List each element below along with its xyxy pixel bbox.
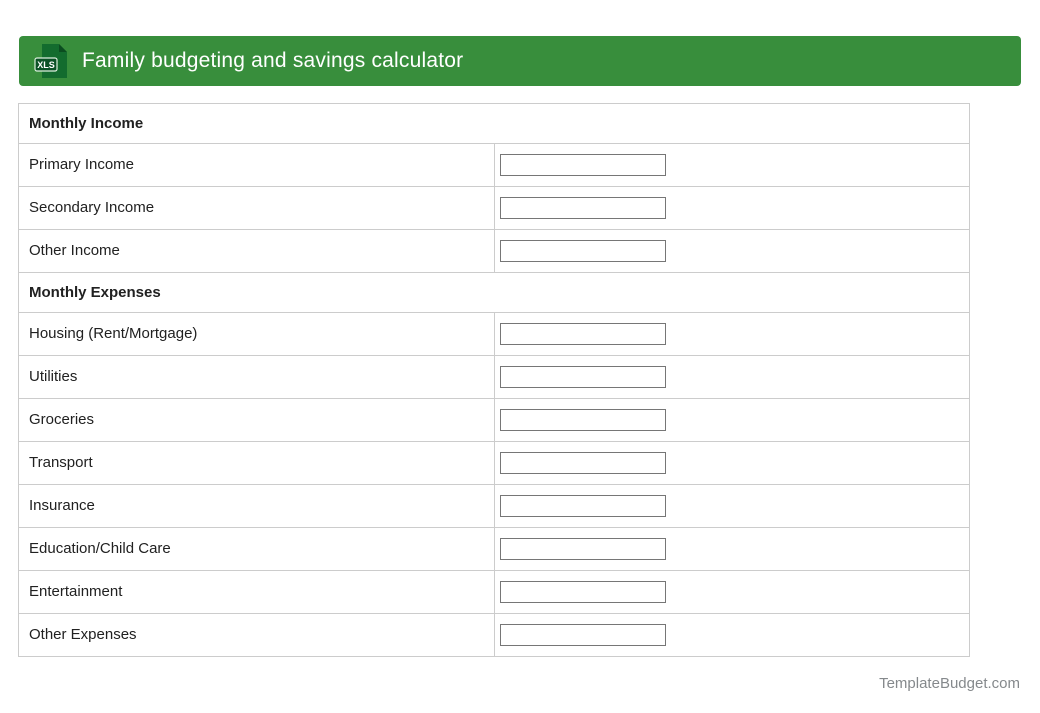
title-bar: XLS Family budgeting and savings calcula… (19, 36, 1021, 86)
table-row: Utilities (18, 355, 970, 399)
row-label-primary-income: Primary Income (18, 143, 495, 187)
section-header: Monthly Expenses (18, 272, 970, 313)
table-row: Transport (18, 441, 970, 485)
row-label-other-income: Other Income (18, 229, 495, 273)
section-header: Monthly Income (18, 103, 970, 144)
xls-file-icon: XLS (33, 42, 69, 80)
row-label-secondary-income: Secondary Income (18, 186, 495, 230)
section-row-monthly-income: Monthly Income (18, 103, 970, 144)
table-row: Housing (Rent/Mortgage) (18, 312, 970, 356)
table-row: Insurance (18, 484, 970, 528)
row-label-transport: Transport (18, 441, 495, 485)
footer: TemplateBudget.com (879, 675, 1020, 692)
table-row: Entertainment (18, 570, 970, 614)
footer-brand: TemplateBudget.com (879, 675, 1020, 692)
input-other-expenses[interactable] (499, 624, 666, 646)
budget-table: Monthly Income Primary Income Secondary … (18, 103, 970, 657)
row-label-entertainment: Entertainment (18, 570, 495, 614)
xls-icon-label: XLS (37, 60, 55, 70)
input-other-income[interactable] (499, 240, 666, 262)
table-row: Primary Income (18, 143, 970, 187)
table-row: Education/Child Care (18, 527, 970, 571)
input-transport[interactable] (499, 452, 666, 474)
row-label-groceries: Groceries (18, 398, 495, 442)
table-row: Secondary Income (18, 186, 970, 230)
row-label-insurance: Insurance (18, 484, 495, 528)
input-groceries[interactable] (499, 409, 666, 431)
input-utilities[interactable] (499, 366, 666, 388)
table-row: Other Expenses (18, 613, 970, 657)
input-education-child-care[interactable] (499, 538, 666, 560)
row-label-education-child-care: Education/Child Care (18, 527, 495, 571)
input-housing[interactable] (499, 323, 666, 345)
row-label-other-expenses: Other Expenses (18, 613, 495, 657)
page-title: Family budgeting and savings calculator (82, 49, 464, 72)
input-primary-income[interactable] (499, 154, 666, 176)
row-label-housing: Housing (Rent/Mortgage) (18, 312, 495, 356)
input-secondary-income[interactable] (499, 197, 666, 219)
input-insurance[interactable] (499, 495, 666, 517)
section-row-monthly-expenses: Monthly Expenses (18, 272, 970, 313)
table-row: Other Income (18, 229, 970, 273)
row-label-utilities: Utilities (18, 355, 495, 399)
input-entertainment[interactable] (499, 581, 666, 603)
table-row: Groceries (18, 398, 970, 442)
